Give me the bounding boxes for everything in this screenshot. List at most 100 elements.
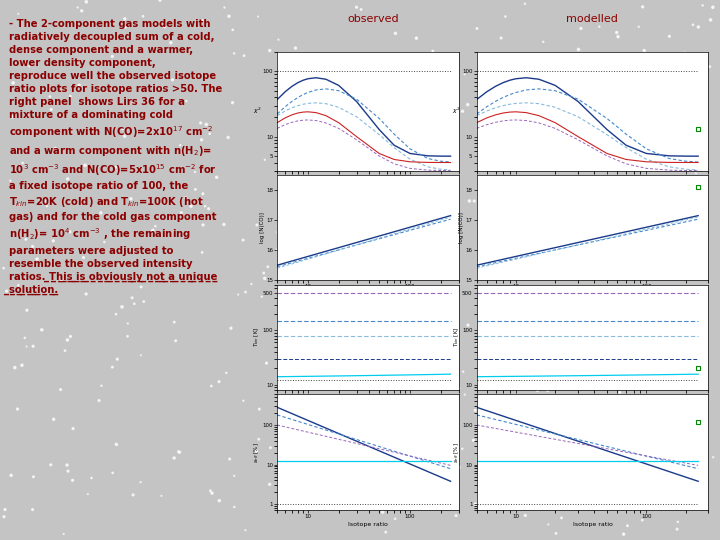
Point xyxy=(469,406,481,415)
Point xyxy=(199,202,211,211)
Point xyxy=(633,23,644,31)
Point xyxy=(356,472,368,481)
Point xyxy=(0,264,9,273)
Point xyxy=(449,421,461,429)
Point xyxy=(180,194,192,202)
Point xyxy=(626,349,637,357)
Point xyxy=(112,355,123,363)
Point xyxy=(126,294,138,302)
Point xyxy=(330,227,341,235)
Point xyxy=(403,423,415,431)
Point xyxy=(694,466,706,475)
Point xyxy=(336,299,347,307)
Point xyxy=(576,157,588,166)
Point xyxy=(59,346,71,355)
Point xyxy=(496,242,508,251)
Point xyxy=(122,332,133,341)
Y-axis label: log [N(CO)]: log [N(CO)] xyxy=(459,212,464,243)
Point xyxy=(583,312,595,320)
Point xyxy=(294,97,306,105)
Point xyxy=(107,469,118,477)
Point xyxy=(640,443,652,451)
Point xyxy=(352,412,364,421)
Point xyxy=(17,361,28,369)
Point xyxy=(227,25,238,34)
Point xyxy=(420,348,431,356)
Y-axis label: $T_{kin}$ [K]: $T_{kin}$ [K] xyxy=(252,327,261,347)
Point xyxy=(65,92,76,100)
Point xyxy=(618,530,629,538)
Point xyxy=(552,234,564,243)
Point xyxy=(72,3,84,12)
Point xyxy=(451,462,462,471)
Point xyxy=(595,217,607,226)
Point xyxy=(259,274,271,282)
Point xyxy=(12,10,24,18)
Point xyxy=(649,335,660,344)
Point xyxy=(668,382,680,391)
Point xyxy=(366,362,377,370)
Point xyxy=(500,402,512,411)
Point xyxy=(219,3,230,12)
Point xyxy=(170,336,181,345)
Point xyxy=(274,454,285,462)
Point xyxy=(67,476,78,484)
Point xyxy=(176,208,187,217)
Point xyxy=(264,480,276,489)
Point xyxy=(517,502,528,510)
Point xyxy=(435,108,446,117)
Point xyxy=(690,490,701,499)
Point xyxy=(531,386,543,395)
Y-axis label: $s_{eff}$ [%]: $s_{eff}$ [%] xyxy=(451,442,461,463)
Point xyxy=(390,515,401,523)
Point xyxy=(492,456,503,465)
Point xyxy=(449,400,460,408)
Point xyxy=(612,32,624,41)
Point xyxy=(603,412,614,421)
Point xyxy=(346,233,358,241)
Point xyxy=(305,172,317,181)
Point xyxy=(1,287,12,295)
Point xyxy=(147,226,158,235)
Point xyxy=(86,474,97,482)
Point xyxy=(214,496,225,505)
Point xyxy=(486,321,498,330)
Point xyxy=(165,38,176,47)
Point xyxy=(682,226,693,234)
Point xyxy=(273,35,284,44)
Point xyxy=(48,415,60,423)
Point xyxy=(572,45,584,54)
Point xyxy=(246,280,257,288)
Point xyxy=(514,294,526,303)
Point xyxy=(0,505,11,514)
Point xyxy=(462,100,474,109)
Point xyxy=(519,0,531,8)
Point xyxy=(348,286,360,294)
Point xyxy=(356,5,367,14)
Point xyxy=(228,471,240,480)
Point xyxy=(639,46,650,55)
Point xyxy=(271,246,283,254)
Point xyxy=(569,475,580,484)
Point xyxy=(120,23,131,31)
Point xyxy=(526,81,537,90)
Point xyxy=(253,405,265,414)
Point xyxy=(228,49,240,58)
Point xyxy=(156,491,167,500)
Point xyxy=(408,110,420,118)
Point xyxy=(707,3,719,11)
Point xyxy=(556,514,567,522)
Point xyxy=(626,358,637,367)
Point xyxy=(633,432,644,441)
Point xyxy=(508,201,519,210)
Point xyxy=(303,231,315,239)
Point xyxy=(550,529,562,538)
Point xyxy=(608,267,620,275)
Point xyxy=(197,190,209,198)
Point xyxy=(168,318,180,327)
Point xyxy=(129,98,140,106)
Point xyxy=(45,461,57,469)
Point xyxy=(462,321,474,329)
Point xyxy=(116,302,127,311)
Point xyxy=(110,163,122,172)
